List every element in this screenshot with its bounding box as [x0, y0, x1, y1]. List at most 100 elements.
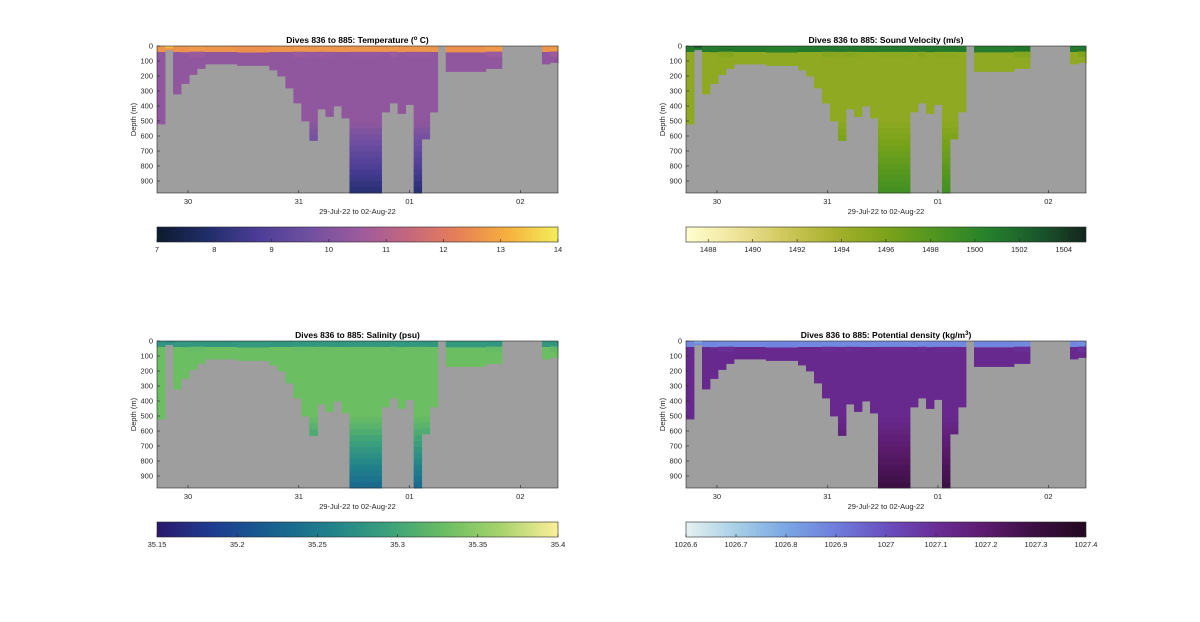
data-cell	[309, 376, 318, 383]
data-cell	[958, 353, 967, 360]
data-cell	[854, 341, 863, 348]
colorbar-tick-label: 35.2	[230, 540, 245, 549]
colorbar-tick-label: 1026.7	[725, 540, 748, 549]
data-cell	[205, 347, 214, 354]
data-cell	[958, 365, 967, 372]
data-cell	[413, 411, 423, 418]
data-cell	[477, 341, 487, 348]
data-cell	[1022, 341, 1031, 348]
data-cell	[301, 97, 310, 105]
data-cell	[365, 51, 374, 59]
data-cell	[317, 398, 326, 405]
data-cell	[349, 110, 358, 117]
data-cell	[846, 46, 855, 53]
data-cell	[894, 81, 903, 88]
data-cell	[413, 346, 423, 354]
data-cell	[205, 58, 214, 65]
data-cell	[421, 387, 431, 394]
data-cell	[886, 116, 895, 123]
data-cell	[814, 70, 823, 77]
data-cell	[702, 88, 711, 95]
data-cell	[934, 346, 943, 354]
data-cell	[950, 46, 959, 53]
data-cell	[718, 341, 727, 348]
data-cell	[886, 128, 895, 135]
data-cell	[950, 92, 959, 99]
data-cell	[958, 88, 967, 95]
data-cell	[341, 377, 350, 384]
data-cell	[301, 358, 310, 365]
data-cell	[277, 46, 286, 53]
data-cell	[365, 87, 374, 94]
data-cell	[269, 353, 278, 360]
data-cell	[349, 46, 358, 53]
data-cell	[998, 347, 1007, 355]
colorbar-tick-label: 1500	[967, 245, 984, 254]
data-cell	[822, 346, 831, 353]
data-cell	[878, 63, 887, 70]
data-cell	[950, 133, 959, 140]
y-tick-label: 500	[140, 117, 153, 126]
data-cell	[309, 110, 318, 118]
data-cell	[397, 70, 407, 78]
data-cell	[870, 407, 879, 414]
y-tick-label: 0	[149, 42, 153, 51]
data-cell	[397, 341, 407, 348]
x-tick-label: 02	[1044, 492, 1052, 501]
data-cell	[413, 388, 423, 395]
data-cell	[269, 341, 278, 348]
data-cell	[686, 64, 695, 71]
data-cell	[846, 386, 855, 393]
data-cell	[413, 358, 423, 365]
data-cell	[686, 52, 695, 59]
data-cell	[309, 352, 318, 360]
data-cell	[894, 93, 903, 100]
data-cell	[910, 46, 919, 53]
data-cell	[405, 86, 415, 94]
data-cell	[429, 389, 439, 396]
data-cell	[157, 395, 166, 402]
data-cell	[1006, 58, 1015, 66]
data-cell	[854, 87, 863, 94]
data-cell	[325, 93, 334, 100]
data-cell	[806, 70, 815, 77]
colorbar-tick-label: 1490	[744, 245, 761, 254]
data-cell	[1006, 347, 1015, 355]
data-cell	[870, 88, 879, 95]
data-cell	[686, 413, 695, 420]
data-cell	[413, 364, 423, 371]
data-cell	[878, 458, 887, 465]
data-cell	[301, 109, 310, 116]
data-cell	[910, 76, 919, 83]
data-cell	[253, 46, 262, 53]
data-cell	[541, 353, 551, 360]
data-cell	[942, 145, 951, 153]
data-cell	[373, 388, 382, 395]
data-cell	[894, 435, 903, 442]
data-cell	[477, 52, 487, 60]
data-cell	[942, 93, 951, 100]
data-cell	[822, 46, 831, 53]
data-cell	[365, 358, 374, 365]
data-cell	[301, 364, 310, 371]
data-cell	[349, 393, 358, 401]
data-cell	[958, 106, 967, 113]
data-cell	[702, 383, 711, 390]
data-cell	[317, 57, 326, 64]
data-cell	[157, 377, 166, 384]
data-cell	[950, 404, 959, 412]
data-cell	[910, 82, 919, 89]
data-cell	[357, 157, 366, 164]
data-cell	[886, 411, 895, 418]
data-cell	[830, 364, 839, 371]
data-cell	[325, 393, 334, 401]
data-cell	[902, 63, 911, 70]
data-cell	[317, 68, 326, 76]
data-cell	[493, 46, 503, 53]
data-cell	[429, 52, 439, 59]
data-cell	[349, 446, 358, 454]
data-cell	[373, 446, 382, 454]
data-cell	[894, 470, 903, 477]
data-cell	[718, 358, 727, 365]
data-cell	[878, 187, 887, 194]
